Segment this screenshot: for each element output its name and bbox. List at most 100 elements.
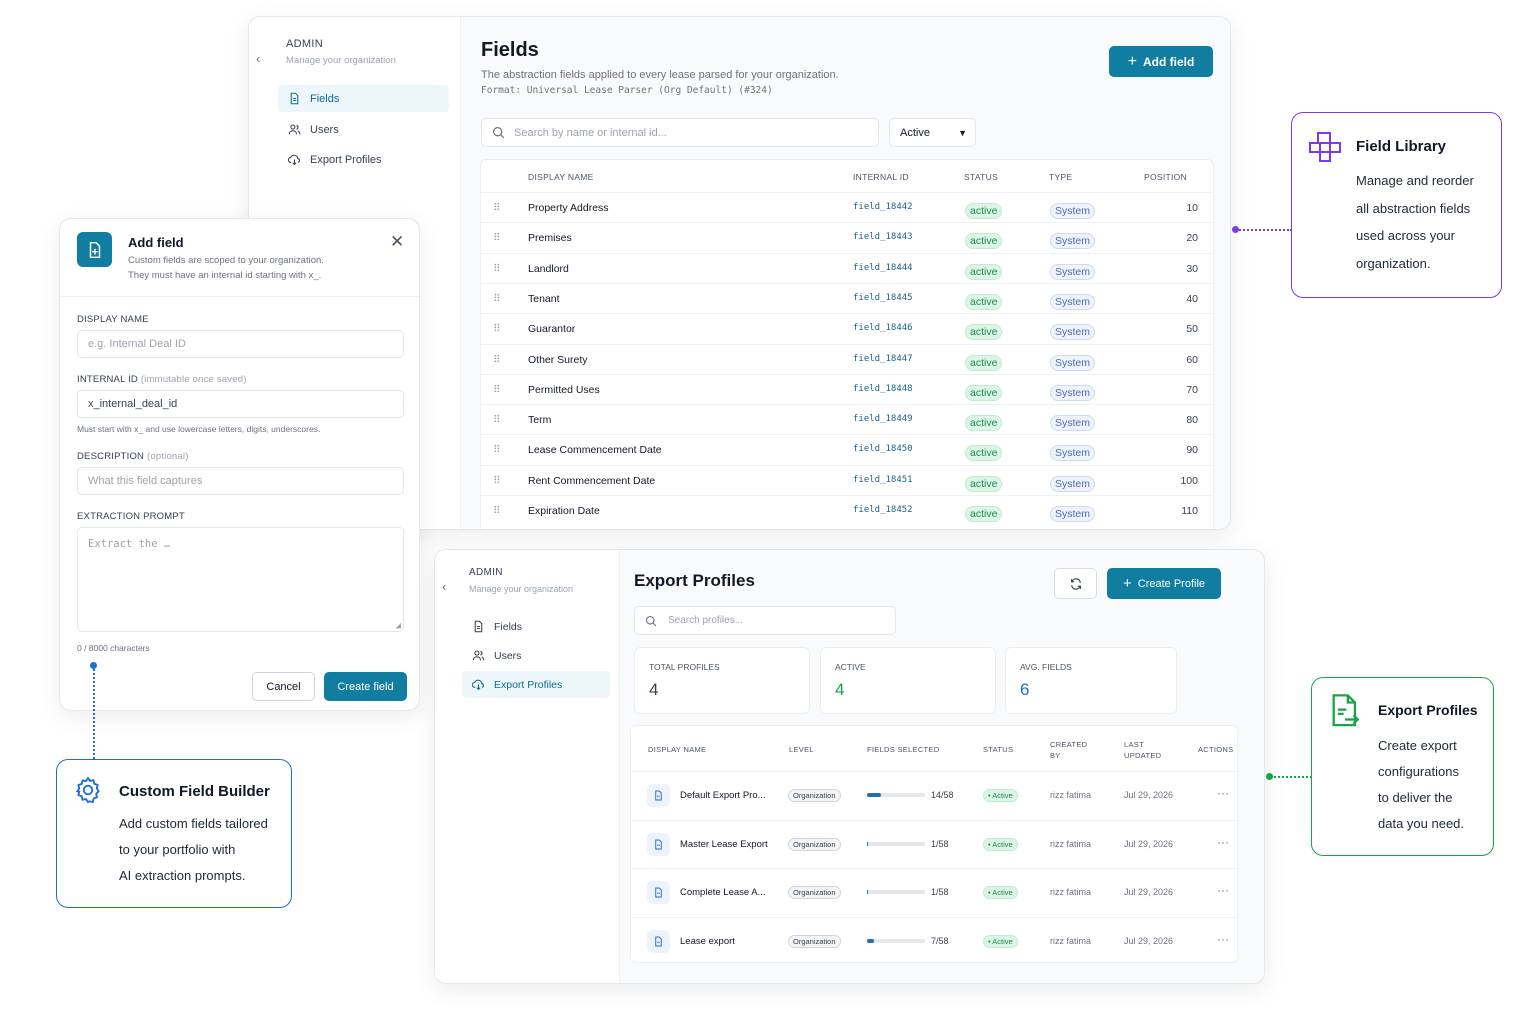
drag-handle-icon[interactable]: ⠿ <box>493 444 501 457</box>
cloud-sync-icon <box>472 679 484 691</box>
refresh-icon <box>1070 577 1081 590</box>
extraction-prompt-textarea[interactable]: Extract the … ◢ <box>77 527 404 632</box>
field-internal-id: field_18443 <box>853 232 913 243</box>
cancel-button[interactable]: Cancel <box>252 672 315 701</box>
status-badge: active <box>965 384 1003 401</box>
field-position: 50 <box>1186 323 1198 336</box>
description-field[interactable]: What this field captures <box>77 467 404 495</box>
search-icon <box>493 127 505 139</box>
table-row[interactable]: ⠿ Other Surety field_18447 active System 60 <box>481 343 1213 374</box>
collapse-sidebar-icon[interactable]: ‹ <box>442 579 447 594</box>
sidebar-item-fields[interactable]: Fields <box>462 613 610 640</box>
drag-handle-icon[interactable]: ⠿ <box>493 383 501 396</box>
drag-handle-icon[interactable]: ⠿ <box>493 323 501 336</box>
create-field-button[interactable]: Create field <box>324 672 407 701</box>
table-row[interactable]: ⠿ Landlord field_18444 active System 30 <box>481 252 1213 283</box>
modal-description: Custom fields are scoped to your organiz… <box>128 255 324 266</box>
drag-handle-icon[interactable]: ⠿ <box>493 202 501 214</box>
type-badge: System <box>1050 506 1096 522</box>
table-row[interactable]: ⠿ Term field_18449 active System 80 <box>481 404 1213 434</box>
table-row[interactable]: Complete Lease A... Organization 1/58 • Act… <box>631 868 1237 916</box>
status-badge: active <box>965 354 1003 371</box>
close-icon[interactable]: ✕ <box>390 232 405 251</box>
drag-handle-icon[interactable]: ⠿ <box>493 292 501 305</box>
created-by: rizz fatima <box>1050 838 1092 849</box>
status-badge: • Active <box>983 837 1018 851</box>
immutable-note: (immutable once saved) <box>140 374 247 385</box>
status-filter-select[interactable]: Active ▼ <box>889 118 976 147</box>
drag-handle-icon[interactable]: ⠿ <box>493 262 501 275</box>
fields-selected: 1/58 <box>931 887 949 897</box>
table-row[interactable]: Lease export Organization 7/58 • Active rizz… <box>631 916 1237 965</box>
profile-name: Lease export <box>680 935 735 947</box>
field-display-name: Rent Commencement Date <box>528 474 656 487</box>
field-display-name: Tenant <box>528 292 560 305</box>
more-actions-icon[interactable]: ··· <box>1217 931 1229 946</box>
field-display-name: Term <box>528 414 552 427</box>
sidebar-item-fields[interactable]: Fields <box>278 85 449 112</box>
drag-handle-icon[interactable]: ⠿ <box>493 353 501 366</box>
drag-handle-icon[interactable]: ⠿ <box>493 474 501 487</box>
create-profile-button[interactable]: + Create Profile <box>1107 568 1221 599</box>
users-icon <box>472 650 485 661</box>
field-internal-id: field_18449 <box>853 414 913 425</box>
table-row[interactable]: Master Lease Export Organization 1/58 • Act… <box>631 819 1237 868</box>
field-position: 40 <box>1186 292 1198 305</box>
sidebar-item-label: Export Profiles <box>310 153 382 166</box>
description-label: DESCRIPTION (optional) <box>77 451 189 462</box>
add-field-button[interactable]: + Add field <box>1109 46 1213 77</box>
table-row[interactable]: ⠿ Guarantor field_18446 active System 50 <box>481 313 1213 343</box>
display-name-field[interactable]: e.g. Internal Deal ID <box>77 330 404 358</box>
table-row[interactable]: ⠿ Property Address field_18442 active System… <box>481 192 1213 222</box>
collapse-sidebar-icon[interactable]: ‹ <box>256 51 261 66</box>
column-header: DISPLAY NAME <box>528 172 594 182</box>
profile-name: Master Lease Export <box>680 838 768 850</box>
admin-title: ADMIN <box>286 38 323 50</box>
table-row[interactable]: ⠿ Premises field_18443 active System 20 <box>481 222 1213 252</box>
sidebar-item-users[interactable]: Users <box>278 116 449 143</box>
table-row[interactable]: ⠿ Expiration Date field_18452 active System 1… <box>481 495 1213 525</box>
export-main: Export Profiles + Create Profile Search … <box>620 550 1264 983</box>
field-position: 20 <box>1186 232 1198 245</box>
more-actions-icon[interactable]: ··· <box>1217 834 1229 849</box>
more-actions-icon[interactable]: ··· <box>1217 786 1229 800</box>
resize-handle-icon[interactable]: ◢ <box>395 621 401 631</box>
type-badge: System <box>1050 293 1096 310</box>
sidebar-item-users[interactable]: Users <box>462 642 610 669</box>
column-header: STATUS <box>964 172 999 182</box>
table-row[interactable]: ⠿ Permitted Uses field_18448 active System 70 <box>481 373 1213 404</box>
table-row[interactable]: ⠿ Rent Commencement Date field_18451 active… <box>481 464 1213 495</box>
modal-description: They must have an internal id starting w… <box>128 270 322 281</box>
callout-title: Export Profiles <box>1378 702 1478 718</box>
table-row[interactable]: ⠿ Tenant field_18445 active System 40 <box>481 282 1213 313</box>
field-library-callout: Field Library Manage and reorder all abs… <box>1291 112 1502 298</box>
page-title: Fields <box>481 39 539 61</box>
more-actions-icon[interactable]: ··· <box>1217 883 1229 897</box>
drag-handle-icon[interactable]: ⠿ <box>493 414 501 427</box>
column-header: TYPE <box>1049 172 1073 182</box>
field-display-name: Premises <box>528 232 572 245</box>
refresh-button[interactable] <box>1054 568 1097 599</box>
drag-handle-icon[interactable]: ⠿ <box>493 505 501 517</box>
page-description: The abstraction fields applied to every … <box>481 69 839 81</box>
sidebar-item-export-profiles[interactable]: Export Profiles <box>462 671 610 698</box>
table-row[interactable]: ⠿ Lease Commencement Date field_18450 activ… <box>481 434 1213 464</box>
connector-line <box>1236 229 1292 231</box>
file-icon <box>290 92 299 105</box>
search-input[interactable]: Search by name or internal id... <box>481 118 879 147</box>
callout-body: Add custom fields tailored to your portf… <box>119 816 268 883</box>
connector-dot <box>1266 773 1273 780</box>
sidebar-item-export-profiles[interactable]: Export Profiles <box>278 146 449 173</box>
field-internal-id: field_18446 <box>853 323 913 334</box>
created-by: rizz fatima <box>1050 790 1092 800</box>
modal-header-icon <box>77 232 112 267</box>
column-header: LEVEL <box>789 745 814 754</box>
table-row[interactable]: Default Export Pro... Organization 14/58 • … <box>631 771 1237 819</box>
fields-progress-bar <box>867 938 925 943</box>
level-badge: Organization <box>788 789 841 802</box>
field-position: 90 <box>1186 444 1198 457</box>
drag-handle-icon[interactable]: ⠿ <box>493 232 501 245</box>
field-internal-id: field_18445 <box>853 292 913 303</box>
search-profiles-input[interactable]: Search profiles... <box>634 606 896 635</box>
internal-id-field[interactable]: x_internal_deal_id <box>77 390 404 418</box>
